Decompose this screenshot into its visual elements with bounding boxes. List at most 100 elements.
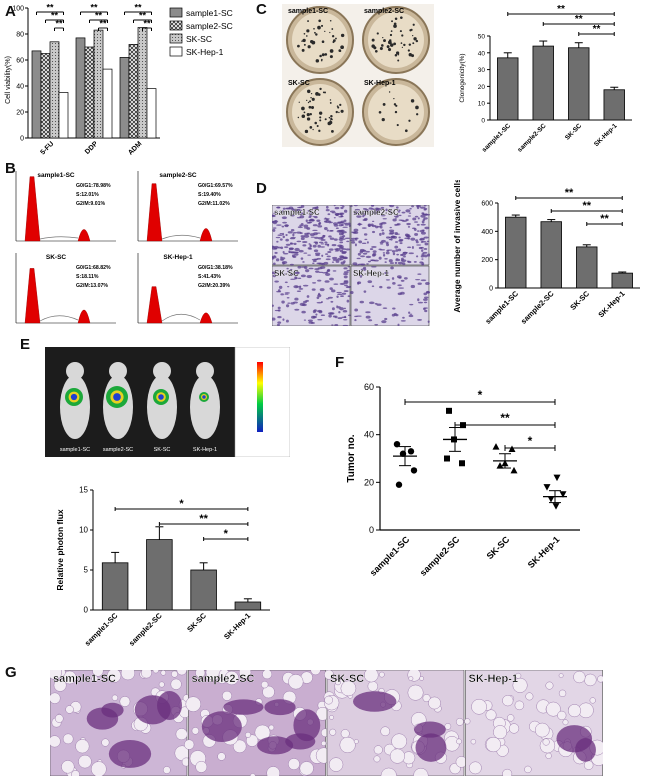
stained-cell: [408, 311, 411, 314]
bar-sample2-SC-DDP: [84, 46, 95, 139]
alveolus: [391, 733, 407, 750]
stained-cell: [329, 237, 335, 240]
alveolus: [525, 692, 534, 701]
stained-cell: [340, 229, 345, 232]
data-point: [543, 484, 551, 491]
alveolus: [119, 696, 131, 707]
stained-cell: [423, 205, 427, 207]
colony: [415, 39, 419, 43]
stained-cell: [312, 262, 315, 265]
data-point: [410, 467, 418, 474]
stained-cell: [402, 316, 405, 319]
alveolus: [534, 722, 550, 738]
alveolus: [380, 726, 391, 737]
stained-cell: [320, 243, 325, 245]
colony: [301, 106, 305, 111]
stained-cell: [270, 304, 274, 307]
stained-cell: [371, 220, 375, 223]
stained-cell: [349, 290, 354, 295]
colony: [314, 121, 318, 125]
colony: [414, 38, 417, 40]
stained-cell: [288, 247, 294, 251]
stained-cell: [325, 298, 330, 300]
stained-cell: [329, 312, 335, 315]
stained-cell: [358, 222, 361, 226]
stained-cell: [291, 254, 295, 258]
stained-cell: [309, 244, 312, 247]
colony: [301, 114, 306, 119]
colony: [310, 97, 312, 99]
stained-cell: [328, 248, 334, 251]
stained-cell: [392, 281, 396, 285]
stained-cell: [422, 213, 425, 216]
stained-cell: [388, 233, 394, 235]
alveolus: [222, 690, 232, 701]
stained-cell: [345, 286, 351, 289]
colony: [310, 106, 315, 110]
stained-cell: [424, 296, 429, 299]
bar-sample1-SC: [101, 562, 129, 611]
stained-cell: [296, 240, 302, 243]
stained-cell: [379, 222, 382, 226]
stained-cell: [296, 290, 302, 293]
stained-cell: [283, 252, 289, 255]
x-tick-label: SK-SC: [185, 611, 208, 634]
stained-cell: [308, 248, 313, 250]
alveolus: [558, 689, 567, 698]
legend-label: sample1-SC: [186, 8, 233, 18]
stained-cell: [389, 226, 392, 229]
alveolus: [422, 694, 431, 703]
stained-cell: [307, 319, 313, 322]
significance-marker: **: [199, 513, 208, 525]
significance-marker: **: [51, 11, 59, 21]
bar-SK-Hep-1: [611, 272, 633, 289]
stained-cell: [282, 207, 286, 210]
y-tick-label: 10: [478, 101, 486, 108]
alveolus: [245, 731, 251, 738]
stained-cell: [270, 317, 276, 321]
stained-cell: [358, 263, 364, 266]
stained-cell: [315, 270, 320, 273]
y-tick-label: 600: [481, 201, 493, 208]
colony: [393, 97, 395, 100]
signal-core: [70, 393, 78, 401]
colony: [400, 16, 403, 19]
stained-cell: [390, 237, 393, 241]
colony: [340, 109, 344, 113]
stained-cell: [370, 204, 375, 207]
stained-cell: [398, 287, 404, 289]
stained-cell: [369, 248, 374, 251]
y-axis-label: Tumor no.: [346, 434, 357, 482]
colony: [301, 40, 303, 42]
alveolus: [299, 761, 314, 776]
stained-cell: [287, 231, 293, 234]
stained-cell: [384, 317, 388, 321]
y-tick-label: 80: [16, 32, 24, 39]
stained-cell: [423, 254, 428, 258]
colony-dish-SK-Hep-1: SK-Hep-1: [362, 78, 430, 146]
colony: [340, 33, 345, 38]
stained-cell: [276, 240, 279, 243]
colony: [408, 52, 412, 57]
stained-cell: [419, 261, 424, 264]
x-tick-label: SK-Hep-1: [222, 611, 252, 641]
alveolus: [583, 760, 594, 770]
alveolus: [160, 670, 167, 676]
tumor-nodule: [108, 739, 152, 768]
mouse-SK-SC: SK-SC: [147, 362, 177, 453]
colony: [374, 49, 378, 53]
stained-cell: [410, 237, 416, 241]
colony: [395, 104, 398, 107]
stained-cell: [325, 271, 329, 274]
stained-cell: [292, 233, 295, 237]
colony: [306, 117, 311, 121]
stained-cell: [272, 274, 276, 278]
colony: [307, 20, 309, 22]
data-point: [393, 441, 401, 448]
colony: [329, 120, 332, 122]
stained-cell: [300, 236, 305, 241]
alveolus: [455, 717, 464, 726]
x-tick-label: DDP: [84, 140, 100, 156]
colony: [322, 91, 325, 94]
stained-cell: [275, 258, 280, 262]
